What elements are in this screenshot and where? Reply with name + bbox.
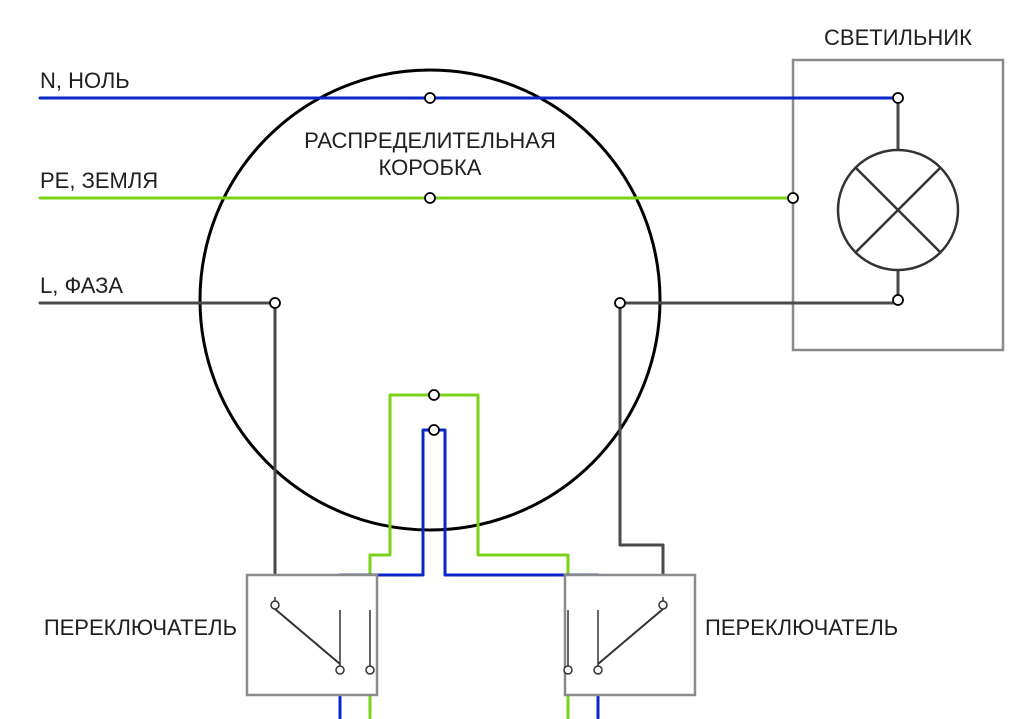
junction-node-5 (429, 425, 439, 435)
lamp-node-1 (788, 193, 798, 203)
label-lamp-title: СВЕТИЛЬНИК (824, 25, 972, 50)
switch-box-left (247, 575, 377, 695)
lamp-node-0 (893, 93, 903, 103)
label-switch-left: ПЕРЕКЛЮЧАТЕЛЬ (44, 615, 237, 640)
label-phase: L, ФАЗА (40, 273, 123, 298)
lamp-node-2 (893, 295, 903, 305)
wire-traveller-green (370, 395, 568, 718)
junction-node-3 (615, 298, 625, 308)
junction-node-2 (270, 298, 280, 308)
label-junction-2: КОРОБКА (379, 155, 482, 180)
switch-left-common-terminal (271, 601, 279, 609)
junction-node-4 (429, 390, 439, 400)
switch-left-terminal-2 (366, 666, 374, 674)
label-junction-1: РАСПРЕДЕЛИТЕЛЬНАЯ (304, 128, 556, 153)
label-neutral: N, НОЛЬ (40, 68, 130, 93)
junction-node-1 (425, 193, 435, 203)
label-ground: PE, ЗЕМЛЯ (40, 168, 158, 193)
switch-box-right (565, 575, 695, 695)
switch-left-terminal-1 (336, 666, 344, 674)
switch-right-terminal-2 (594, 666, 602, 674)
wire-traveller-blue (340, 430, 598, 718)
label-switch-right: ПЕРЕКЛЮЧАТЕЛЬ (705, 615, 898, 640)
switch-right-common-terminal (659, 601, 667, 609)
switch-right-terminal-1 (564, 666, 572, 674)
junction-node-0 (425, 93, 435, 103)
